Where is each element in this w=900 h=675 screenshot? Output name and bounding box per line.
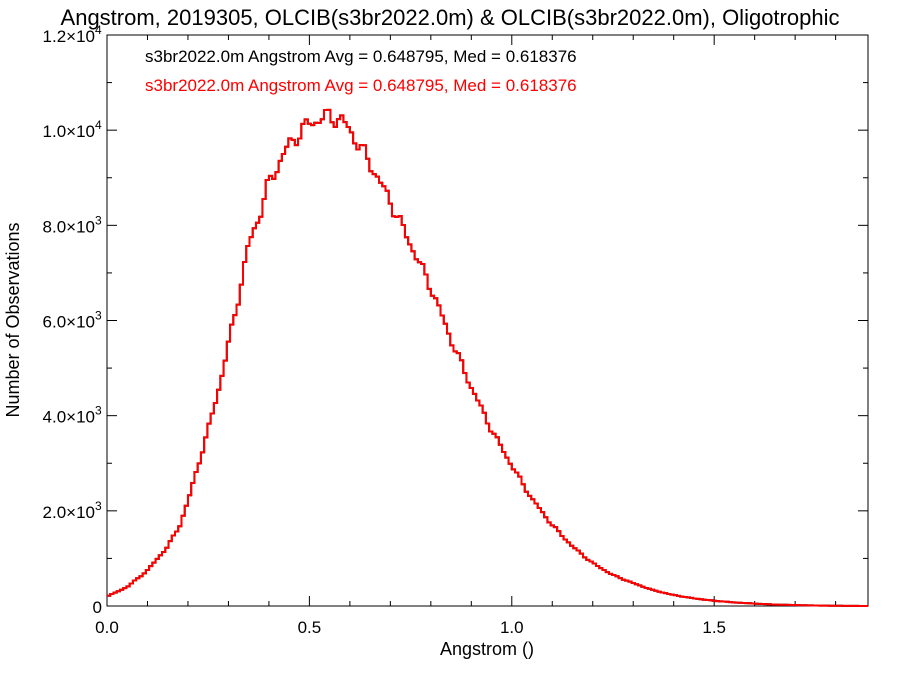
y-tick-label: 0: [93, 598, 102, 617]
chart-title: Angstrom, 2019305, OLCIB(s3br2022.0m) & …: [61, 5, 840, 30]
y-tick-exponent: 3: [95, 404, 102, 418]
x-tick-label: 1.0: [500, 618, 524, 637]
y-tick-label: 6.0×10: [43, 313, 95, 332]
y-tick-label: 4.0×10: [43, 408, 95, 427]
y-tick-exponent: 3: [95, 309, 102, 323]
series-line-black: [107, 108, 868, 607]
plot-frame: [106, 34, 869, 607]
y-tick-exponent: 3: [95, 213, 102, 227]
y-tick-exponent: 3: [95, 499, 102, 513]
y-tick-label: 1.2×10: [43, 27, 95, 46]
annotation-black: s3br2022.0m Angstrom Avg = 0.648795, Med…: [145, 47, 577, 66]
x-tick-label: 0.5: [298, 618, 322, 637]
y-tick-label: 2.0×10: [43, 503, 95, 522]
y-tick-exponent: 4: [95, 23, 102, 37]
y-tick-label: 1.0×10: [43, 122, 95, 141]
y-axis-label: Number of Observations: [3, 222, 23, 417]
x-axis: 0.0 0.5 1.0 1.5: [95, 35, 837, 637]
y-axis: 02.0×10 34.0×10 36.0×10 38.0×10 31.0×10 41.2×…: [43, 23, 868, 617]
x-axis-label: Angstrom (): [440, 639, 534, 659]
annotation-red: s3br2022.0m Angstrom Avg = 0.648795, Med…: [145, 76, 577, 95]
y-tick-exponent: 4: [95, 118, 102, 132]
x-tick-label: 0.0: [95, 618, 119, 637]
series-line-red: [107, 108, 868, 607]
y-tick-label: 8.0×10: [43, 217, 95, 236]
x-tick-label: 1.5: [702, 618, 726, 637]
